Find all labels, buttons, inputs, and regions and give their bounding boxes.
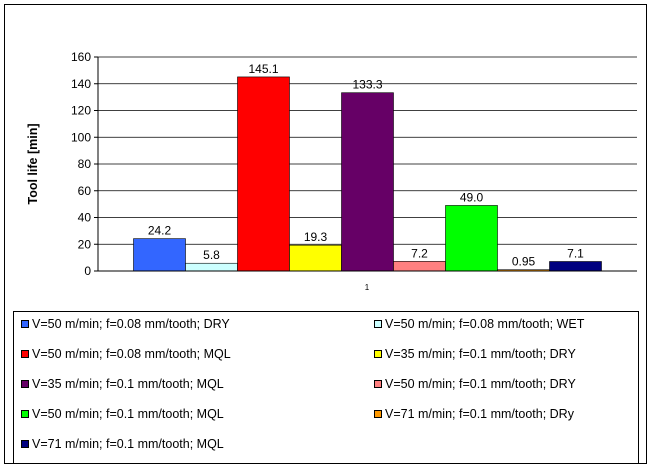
data-label: 145.1	[248, 62, 278, 76]
data-labels: 24.2 5.8 145.1 19.3 133.3 7.2 49.0 0.95 7.1	[148, 62, 584, 269]
legend-label: V=50 m/min; f=0.08 mm/tooth; DRY	[32, 317, 230, 331]
y-tick-label: 100	[71, 130, 91, 144]
bar	[341, 92, 394, 272]
legend-swatch	[374, 380, 382, 388]
legend-swatch	[21, 350, 29, 358]
legend-swatch	[21, 380, 29, 388]
data-label: 49.0	[460, 190, 484, 204]
y-ticks: 0 20 40 60 80 100 120 140 160	[71, 50, 98, 278]
legend-swatch	[374, 350, 382, 358]
bar	[445, 205, 498, 272]
data-label: 5.8	[203, 248, 220, 262]
bar	[289, 244, 342, 272]
y-tick-label: 120	[71, 104, 91, 118]
y-tick-label: 0	[84, 264, 91, 278]
data-label: 7.1	[567, 247, 584, 261]
data-label: 133.3	[352, 78, 382, 92]
bar	[185, 262, 238, 272]
bar	[237, 76, 290, 272]
legend-label: V=71 m/min; f=0.1 mm/tooth; MQL	[32, 437, 224, 451]
legend-label: V=35 m/min; f=0.1 mm/tooth; DRY	[385, 347, 576, 361]
x-tick-label: 1	[365, 283, 370, 292]
legend: V=50 m/min; f=0.08 mm/tooth; DRY V=50 m/m…	[13, 311, 639, 464]
legend-item: V=50 m/min; f=0.1 mm/tooth; DRY	[374, 376, 576, 392]
legend-item: V=71 m/min; f=0.1 mm/tooth; DRy	[374, 406, 574, 422]
legend-item: V=50 m/min; f=0.08 mm/tooth; WET	[374, 316, 584, 332]
legend-swatch	[21, 410, 29, 418]
y-tick-label: 60	[78, 184, 92, 198]
legend-label: V=50 m/min; f=0.08 mm/tooth; WET	[385, 317, 585, 331]
legend-swatch	[374, 410, 382, 418]
legend-item: V=35 m/min; f=0.1 mm/tooth; MQL	[21, 376, 224, 392]
legend-item: V=71 m/min; f=0.1 mm/tooth; MQL	[21, 436, 224, 452]
data-label: 19.3	[304, 230, 328, 244]
legend-item: V=35 m/min; f=0.1 mm/tooth; DRY	[374, 346, 576, 362]
legend-swatch	[374, 320, 382, 328]
bar	[549, 261, 602, 272]
data-label: 7.2	[411, 246, 428, 260]
y-tick-label: 160	[71, 50, 91, 64]
legend-swatch	[21, 320, 29, 328]
bar	[393, 261, 446, 272]
data-label: 0.95	[512, 255, 536, 269]
legend-label: V=50 m/min; f=0.1 mm/tooth; MQL	[32, 407, 224, 421]
y-tick-label: 20	[78, 237, 92, 251]
legend-item: V=50 m/min; f=0.08 mm/tooth; DRY	[21, 316, 230, 332]
y-tick-label: 140	[71, 77, 91, 91]
legend-label: V=35 m/min; f=0.1 mm/tooth; MQL	[32, 377, 224, 391]
legend-label: V=71 m/min; f=0.1 mm/tooth; DRy	[385, 407, 574, 421]
y-tick-label: 40	[78, 211, 92, 225]
bars	[133, 76, 602, 272]
y-tick-label: 80	[78, 157, 92, 171]
legend-label: V=50 m/min; f=0.08 mm/tooth; MQL	[32, 347, 231, 361]
legend-swatch	[21, 440, 29, 448]
legend-item: V=50 m/min; f=0.08 mm/tooth; MQL	[21, 346, 231, 362]
legend-item: V=50 m/min; f=0.1 mm/tooth; MQL	[21, 406, 224, 422]
y-axis-title: Tool life [min]	[26, 123, 40, 204]
bar	[133, 238, 186, 272]
legend-label: V=50 m/min; f=0.1 mm/tooth; DRY	[385, 377, 576, 391]
data-label: 24.2	[148, 224, 172, 238]
